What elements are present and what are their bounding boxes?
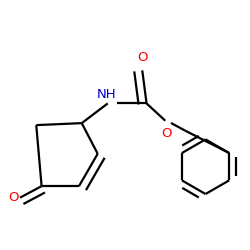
Text: O: O [8,190,19,203]
Text: NH: NH [96,88,116,101]
Text: O: O [138,51,148,64]
Text: O: O [162,127,172,140]
